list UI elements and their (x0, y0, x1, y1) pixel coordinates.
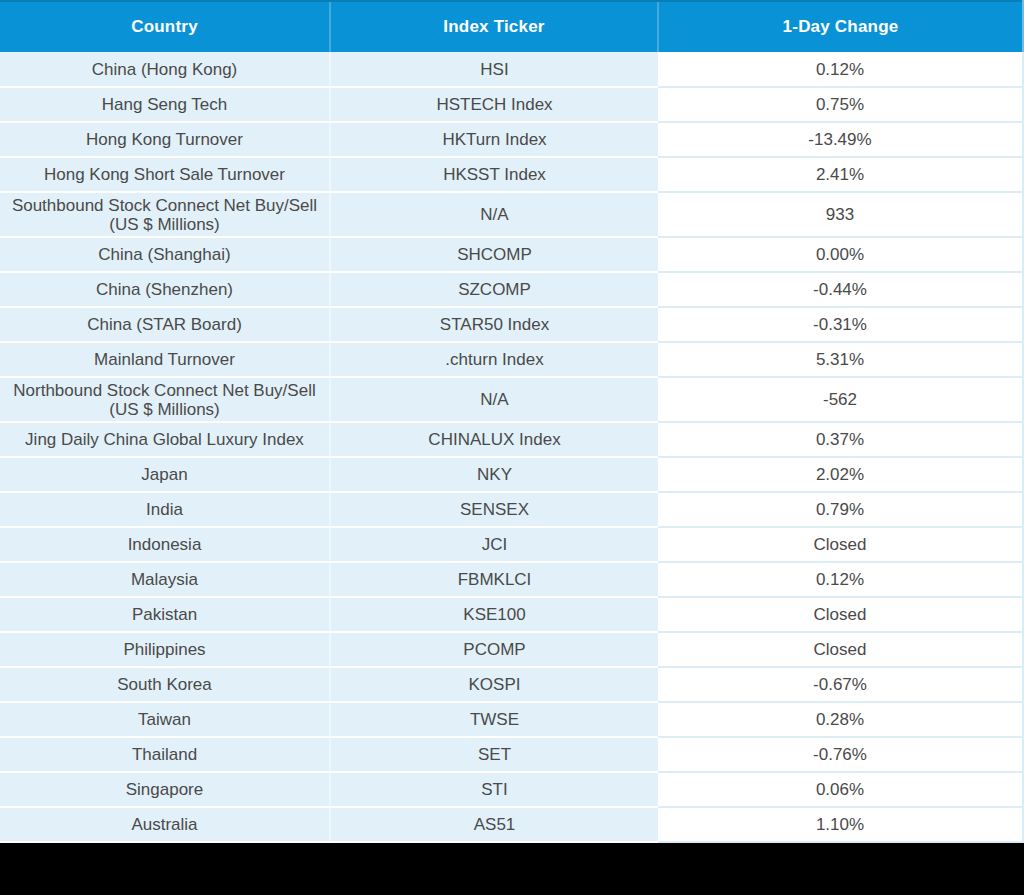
ticker-cell: HSTECH Index (330, 87, 658, 122)
country-cell: South Korea (0, 667, 330, 702)
ticker-cell: AS51 (330, 807, 658, 842)
ticker-cell: KSE100 (330, 597, 658, 632)
table-row: Philippines PCOMP Closed (0, 632, 1024, 667)
table-row: Singapore STI 0.06% (0, 772, 1024, 807)
change-cell: 0.12% (658, 562, 1024, 597)
change-cell: -0.44% (658, 272, 1024, 307)
ticker-cell: .chturn Index (330, 342, 658, 377)
ticker-cell: CHINALUX Index (330, 422, 658, 457)
table-row: Northbound Stock Connect Net Buy/Sell (U… (0, 377, 1024, 422)
change-cell: Closed (658, 632, 1024, 667)
change-cell: 5.31% (658, 342, 1024, 377)
country-cell: Hang Seng Tech (0, 87, 330, 122)
change-cell: -0.31% (658, 307, 1024, 342)
change-cell: 1.10% (658, 807, 1024, 842)
table-row: South Korea KOSPI -0.67% (0, 667, 1024, 702)
table-row: China (Shenzhen) SZCOMP -0.44% (0, 272, 1024, 307)
country-cell: Pakistan (0, 597, 330, 632)
country-cell: Southbound Stock Connect Net Buy/Sell (U… (0, 192, 330, 237)
ticker-cell: JCI (330, 527, 658, 562)
table-row: China (STAR Board) STAR50 Index -0.31% (0, 307, 1024, 342)
table-row: Australia AS51 1.10% (0, 807, 1024, 842)
change-cell: 0.28% (658, 702, 1024, 737)
ticker-cell: TWSE (330, 702, 658, 737)
page: Country Index Ticker 1-Day Change China … (0, 0, 1024, 895)
country-cell: India (0, 492, 330, 527)
ticker-cell: STI (330, 772, 658, 807)
table-header: Country Index Ticker 1-Day Change (0, 1, 1024, 52)
ticker-cell: HKSST Index (330, 157, 658, 192)
change-cell: -13.49% (658, 122, 1024, 157)
country-cell: Australia (0, 807, 330, 842)
change-cell: 933 (658, 192, 1024, 237)
table-row: Southbound Stock Connect Net Buy/Sell (U… (0, 192, 1024, 237)
ticker-cell: FBMKLCI (330, 562, 658, 597)
country-cell: China (Hong Kong) (0, 52, 330, 87)
table-row: Pakistan KSE100 Closed (0, 597, 1024, 632)
country-cell: Jing Daily China Global Luxury Index (0, 422, 330, 457)
country-cell: Singapore (0, 772, 330, 807)
table-body: China (Hong Kong) HSI 0.12% Hang Seng Te… (0, 52, 1024, 842)
table-row: Hong Kong Turnover HKTurn Index -13.49% (0, 122, 1024, 157)
ticker-cell: KOSPI (330, 667, 658, 702)
country-cell: Northbound Stock Connect Net Buy/Sell (U… (0, 377, 330, 422)
ticker-cell: SET (330, 737, 658, 772)
country-cell: Malaysia (0, 562, 330, 597)
ticker-cell: N/A (330, 377, 658, 422)
column-header-country: Country (0, 1, 330, 52)
country-cell: Mainland Turnover (0, 342, 330, 377)
table-row: Mainland Turnover .chturn Index 5.31% (0, 342, 1024, 377)
column-header-index-ticker: Index Ticker (330, 1, 658, 52)
ticker-cell: SHCOMP (330, 237, 658, 272)
country-cell: Taiwan (0, 702, 330, 737)
ticker-cell: SENSEX (330, 492, 658, 527)
ticker-cell: STAR50 Index (330, 307, 658, 342)
country-cell: Hong Kong Short Sale Turnover (0, 157, 330, 192)
ticker-cell: SZCOMP (330, 272, 658, 307)
table-row: Jing Daily China Global Luxury Index CHI… (0, 422, 1024, 457)
change-cell: 0.79% (658, 492, 1024, 527)
change-cell: 0.75% (658, 87, 1024, 122)
country-cell: Japan (0, 457, 330, 492)
change-cell: 0.37% (658, 422, 1024, 457)
change-cell: 0.12% (658, 52, 1024, 87)
country-cell: Indonesia (0, 527, 330, 562)
ticker-cell: N/A (330, 192, 658, 237)
country-cell: Philippines (0, 632, 330, 667)
change-cell: Closed (658, 527, 1024, 562)
bottom-border-bar (0, 843, 1024, 895)
change-cell: 0.06% (658, 772, 1024, 807)
country-cell: Thailand (0, 737, 330, 772)
change-cell: -562 (658, 377, 1024, 422)
table-row: Hong Kong Short Sale Turnover HKSST Inde… (0, 157, 1024, 192)
ticker-cell: PCOMP (330, 632, 658, 667)
change-cell: -0.76% (658, 737, 1024, 772)
table-row: Hang Seng Tech HSTECH Index 0.75% (0, 87, 1024, 122)
table-row: Thailand SET -0.76% (0, 737, 1024, 772)
table-row: Malaysia FBMKLCI 0.12% (0, 562, 1024, 597)
table-row: Taiwan TWSE 0.28% (0, 702, 1024, 737)
ticker-cell: HKTurn Index (330, 122, 658, 157)
change-cell: 0.00% (658, 237, 1024, 272)
column-header-1-day-change: 1-Day Change (658, 1, 1024, 52)
country-cell: China (Shenzhen) (0, 272, 330, 307)
change-cell: Closed (658, 597, 1024, 632)
table-row: China (Shanghai) SHCOMP 0.00% (0, 237, 1024, 272)
table-row: China (Hong Kong) HSI 0.12% (0, 52, 1024, 87)
change-cell: 2.41% (658, 157, 1024, 192)
country-cell: China (Shanghai) (0, 237, 330, 272)
change-cell: 2.02% (658, 457, 1024, 492)
table-row: Japan NKY 2.02% (0, 457, 1024, 492)
table-row: Indonesia JCI Closed (0, 527, 1024, 562)
ticker-cell: NKY (330, 457, 658, 492)
ticker-cell: HSI (330, 52, 658, 87)
table-row: India SENSEX 0.79% (0, 492, 1024, 527)
country-cell: China (STAR Board) (0, 307, 330, 342)
change-cell: -0.67% (658, 667, 1024, 702)
asia-market-index-table: Country Index Ticker 1-Day Change China … (0, 0, 1024, 843)
header-row: Country Index Ticker 1-Day Change (0, 1, 1024, 52)
country-cell: Hong Kong Turnover (0, 122, 330, 157)
